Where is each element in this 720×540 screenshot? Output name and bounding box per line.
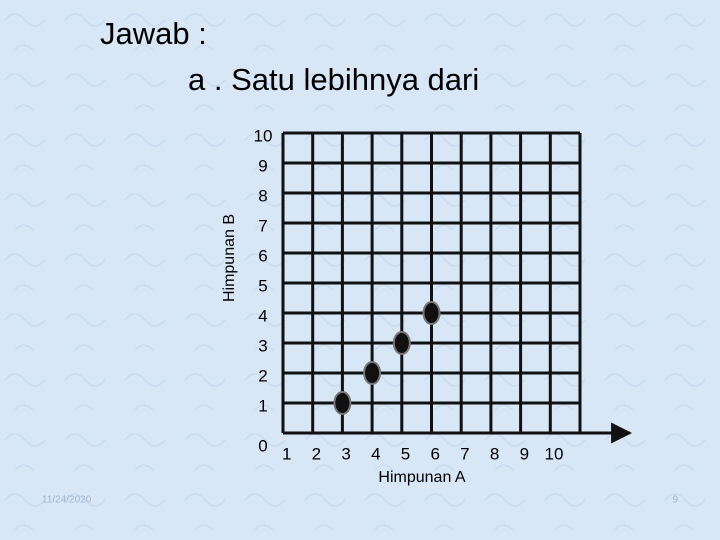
title-line: a . Satu lebihnya dari — [188, 62, 479, 97]
point — [363, 361, 382, 385]
x-tick-label: 7 — [460, 444, 469, 463]
y-tick-label: 9 — [258, 156, 267, 175]
x-tick-label: 3 — [341, 444, 350, 463]
footer-page: 9 — [672, 495, 678, 506]
y-tick-label: 4 — [258, 306, 267, 325]
y-tick-label: 3 — [258, 336, 267, 355]
y-tick-label: 8 — [258, 186, 267, 205]
y-tick-label: 5 — [258, 276, 267, 295]
y-tick-label: 6 — [258, 246, 267, 265]
x-tick-label: 5 — [401, 444, 410, 463]
x-tick-label: 6 — [430, 444, 439, 463]
x-tick-label: 10 — [545, 444, 564, 463]
y-tick-label: 2 — [258, 366, 267, 385]
point — [422, 301, 441, 325]
x-tick-label: 1 — [282, 444, 291, 463]
y-tick-label: 7 — [258, 216, 267, 235]
point — [333, 391, 352, 415]
x-tick-label: 2 — [312, 444, 321, 463]
point — [392, 331, 411, 355]
x-axis-title: Himpunan A — [378, 469, 465, 486]
x-tick-label: 8 — [490, 444, 499, 463]
footer-date: 11/24/2020 — [42, 495, 92, 506]
y-tick-label: 0 — [258, 436, 267, 455]
y-axis-title: Himpunan B — [221, 214, 238, 302]
x-tick-label: 9 — [520, 444, 529, 463]
y-tick-label: 1 — [258, 396, 267, 415]
title-line: Jawab : — [100, 16, 207, 51]
x-tick-label: 4 — [371, 444, 380, 463]
y-tick-label: 10 — [254, 126, 273, 145]
